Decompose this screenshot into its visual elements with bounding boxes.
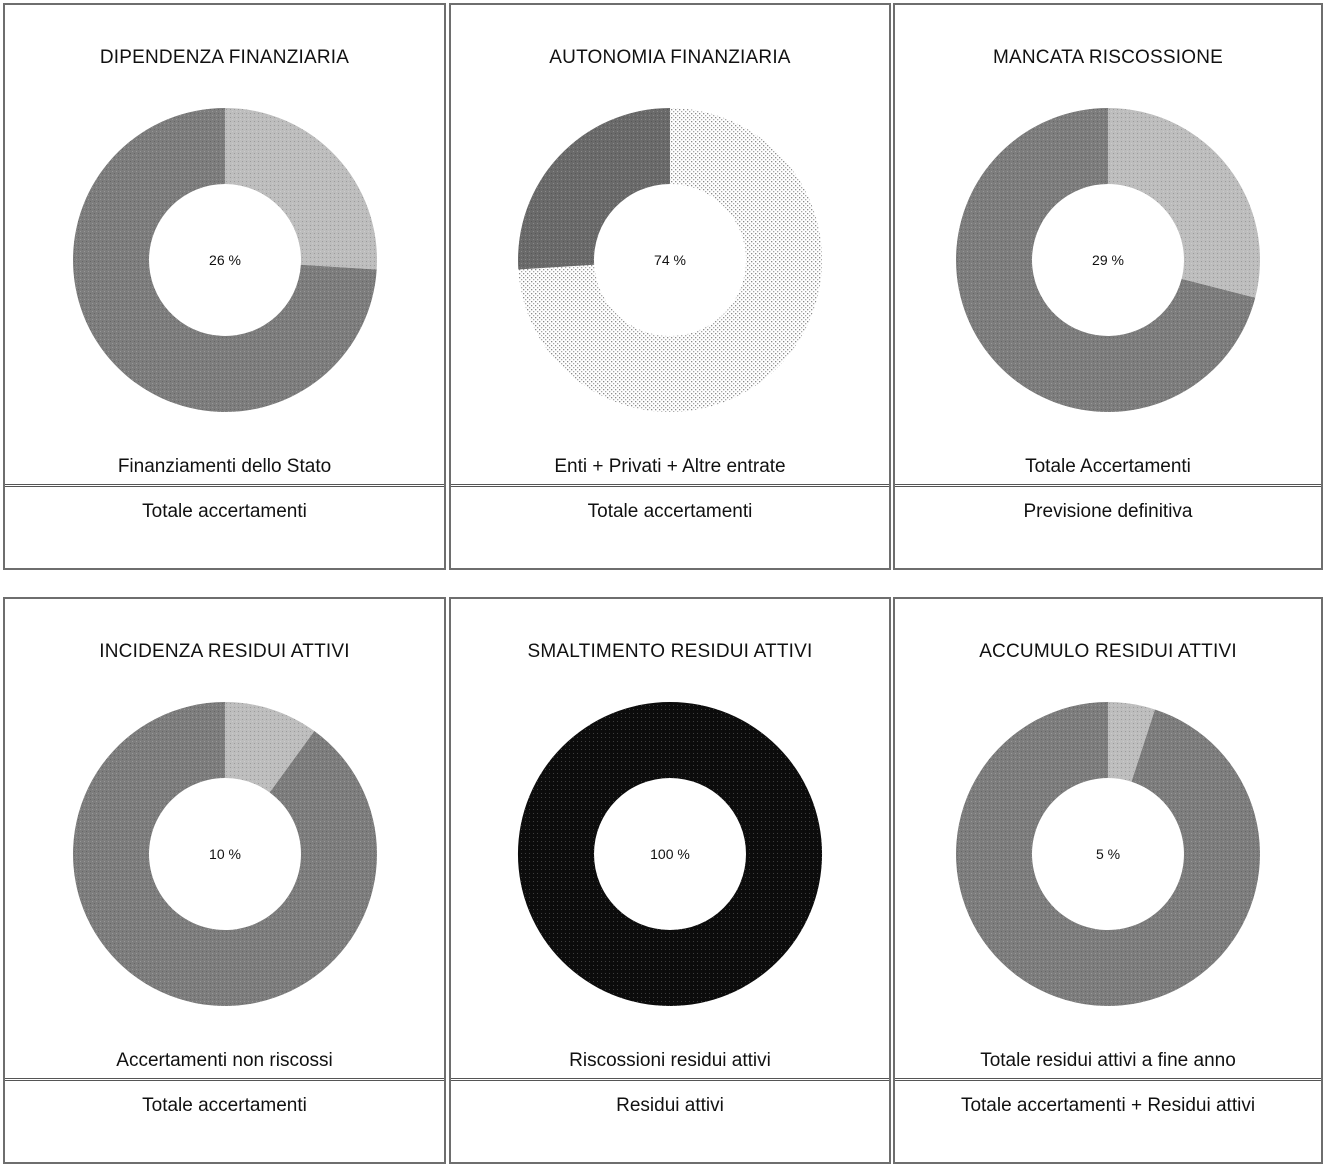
indicator-panel: AUTONOMIA FINANZIARIA 74 % Enti + Privati … xyxy=(449,3,891,570)
chart-title: AUTONOMIA FINANZIARIA xyxy=(549,47,791,68)
donut-chart: 26 % xyxy=(72,108,377,412)
fraction-rule xyxy=(5,1078,444,1081)
denominator-label: Totale accertamenti xyxy=(142,1095,307,1116)
fraction-rule xyxy=(5,484,444,487)
indicator-panel: INCIDENZA RESIDUI ATTIVI 10 % Accertamenti… xyxy=(3,597,446,1164)
donut-chart: 74 % xyxy=(518,108,822,412)
fraction-rule xyxy=(895,1078,1321,1081)
donut-slice xyxy=(72,702,377,1006)
donut-slice xyxy=(956,108,1256,413)
fraction-rule xyxy=(895,484,1321,487)
numerator-label: Totale residui attivi a fine anno xyxy=(980,1050,1236,1071)
center-value-label: 10 % xyxy=(209,846,241,862)
denominator-label: Residui attivi xyxy=(616,1095,724,1116)
indicator-panel: SMALTIMENTO RESIDUI ATTIVI 100 % Riscossio… xyxy=(449,597,891,1164)
fraction-rule xyxy=(451,1078,889,1081)
indicator-panel: MANCATA RISCOSSIONE 29 % Totale Accertamen… xyxy=(893,3,1323,570)
center-value-label: 29 % xyxy=(1092,252,1124,268)
denominator-label: Previsione definitiva xyxy=(1023,501,1193,522)
donut-slice xyxy=(956,702,1260,1006)
indicator-panel: ACCUMULO RESIDUI ATTIVI 5 % Totale residui… xyxy=(893,597,1323,1164)
donut-chart: 100 % xyxy=(517,702,823,1006)
numerator-label: Riscossioni residui attivi xyxy=(569,1050,771,1071)
donut-slice xyxy=(1108,702,1155,782)
chart-title: SMALTIMENTO RESIDUI ATTIVI xyxy=(527,641,813,662)
donut-slice xyxy=(1108,108,1260,298)
chart-title: MANCATA RISCOSSIONE xyxy=(992,47,1224,68)
donut-chart: 29 % xyxy=(956,108,1260,413)
chart-title: ACCUMULO RESIDUI ATTIVI xyxy=(979,641,1237,662)
denominator-label: Totale accertamenti xyxy=(142,501,307,522)
fraction-rule xyxy=(451,484,889,487)
donut-slice xyxy=(72,108,377,412)
donut-chart: 10 % xyxy=(72,702,377,1006)
chart-title: DIPENDENZA FINANZIARIA xyxy=(99,47,350,68)
donut-slice xyxy=(518,108,670,270)
donut-slice xyxy=(518,108,822,412)
numerator-label: Accertamenti non riscossi xyxy=(116,1050,333,1071)
donut-slice xyxy=(224,108,377,270)
denominator-label: Totale accertamenti xyxy=(587,501,753,522)
donut-chart: 5 % xyxy=(956,702,1260,1006)
numerator-label: Totale Accertamenti xyxy=(1025,456,1191,477)
center-value-label: 26 % xyxy=(209,252,241,268)
donut-slice xyxy=(224,702,314,793)
donut-slice xyxy=(517,702,823,1006)
center-value-label: 5 % xyxy=(1096,846,1120,862)
numerator-label: Enti + Privati + Altre entrate xyxy=(554,456,786,477)
center-value-label: 100 % xyxy=(650,846,690,862)
chart-title: INCIDENZA RESIDUI ATTIVI xyxy=(99,641,350,662)
center-value-label: 74 % xyxy=(654,252,686,268)
denominator-label: Totale accertamenti + Residui attivi xyxy=(960,1095,1256,1116)
indicator-panel: DIPENDENZA FINANZIARIA 26 % Finanziamenti … xyxy=(3,3,446,570)
numerator-label: Finanziamenti dello Stato xyxy=(117,456,332,477)
